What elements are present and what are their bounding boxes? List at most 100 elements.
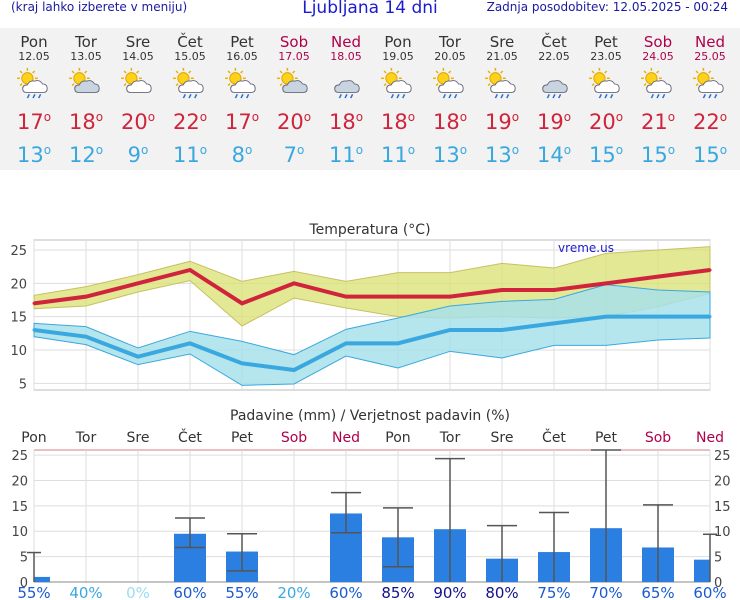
precipitation-probability: 70% xyxy=(589,584,622,600)
max-temp: 20o xyxy=(276,110,312,134)
day-name: Čet xyxy=(541,33,567,51)
precipitation-bar xyxy=(34,576,50,582)
temperature-point xyxy=(500,328,504,332)
precipitation-probability: 60% xyxy=(329,584,362,600)
day-column: Tor 13.05 18o 12o xyxy=(60,28,112,168)
max-temp: 22o xyxy=(692,110,728,134)
day-column: Pon 12.05 17o 13o xyxy=(8,28,60,168)
max-temp: 18o xyxy=(432,110,468,134)
temperature-tick-label: 15 xyxy=(10,311,27,326)
temperature-point xyxy=(448,328,452,332)
day-name: Ned xyxy=(695,33,725,51)
sun-cloud-rain-icon xyxy=(17,67,48,99)
day-column: Sre 21.05 19o 13o xyxy=(476,28,528,168)
temperature-point xyxy=(84,335,88,339)
day-date: 12.05 xyxy=(18,50,50,63)
max-temp: 18o xyxy=(380,110,416,134)
precipitation-day-label: Sre xyxy=(491,430,514,446)
day-date: 21.05 xyxy=(486,50,518,63)
day-date: 20.05 xyxy=(434,50,466,63)
temperature-chart-title: Temperatura (°C) xyxy=(308,222,430,238)
day-date: 23.05 xyxy=(590,50,622,63)
precipitation-probability: 55% xyxy=(17,584,50,600)
max-temp: 19o xyxy=(484,110,520,134)
max-temp: 22o xyxy=(172,110,208,134)
temperature-tick-label: 5 xyxy=(19,377,27,392)
temperature-point xyxy=(188,268,192,272)
sun-cloud-rain-icon xyxy=(485,67,516,99)
temperature-tick-label: 25 xyxy=(10,244,27,259)
precipitation-probability: 0% xyxy=(126,584,150,600)
min-temp: 11o xyxy=(380,143,416,167)
day-name: Pet xyxy=(594,33,618,51)
temperature-point xyxy=(188,341,192,345)
day-name: Čet xyxy=(177,33,203,51)
precipitation-day-label: Sre xyxy=(127,430,150,446)
precipitation-probability: 55% xyxy=(225,584,258,600)
max-temp: 21o xyxy=(640,110,676,134)
temperature-point xyxy=(136,355,140,359)
precipitation-probability: 85% xyxy=(381,584,414,600)
temperature-point xyxy=(84,295,88,299)
precipitation-day-label: Tor xyxy=(439,430,461,446)
temperature-point xyxy=(552,288,556,292)
precipitation-tick-label-left: 20 xyxy=(11,474,28,489)
partly-cloudy-icon xyxy=(69,67,100,93)
temperature-point xyxy=(344,341,348,345)
sun-cloud-rain-icon xyxy=(641,67,672,99)
location-hint[interactable]: (kraj lahko izberete v meniju) xyxy=(11,0,188,14)
temperature-point xyxy=(240,361,244,365)
max-temp: 19o xyxy=(536,110,572,134)
max-temp: 20o xyxy=(120,110,156,134)
precipitation-tick-label-right: 20 xyxy=(714,474,731,489)
max-temp-line xyxy=(33,267,711,306)
day-name: Ned xyxy=(331,33,361,51)
sun-cloud-rain-icon xyxy=(173,67,204,99)
day-name: Sob xyxy=(279,33,309,51)
day-date: 18.05 xyxy=(330,50,362,63)
max-temp: 18o xyxy=(328,110,364,134)
min-temp: 11o xyxy=(172,143,208,167)
precipitation-day-label: Čet xyxy=(178,428,202,446)
partly-cloudy-icon xyxy=(277,67,308,93)
min-temp-band xyxy=(33,284,711,386)
precipitation-probability: 65% xyxy=(641,584,674,600)
day-column: Sob 24.05 21o 15o xyxy=(632,28,684,168)
day-date: 25.05 xyxy=(694,50,726,63)
sun-cloud-rain-icon xyxy=(381,67,412,99)
precipitation-tick-label-left: 0 xyxy=(20,576,28,591)
precipitation-day-label: Pon xyxy=(385,430,410,446)
temperature-tick-label: 10 xyxy=(10,344,27,359)
sun-cloud-icon xyxy=(121,67,152,93)
day-date: 22.05 xyxy=(538,50,570,63)
max-temp: 20o xyxy=(588,110,624,134)
cloud-rain-icon xyxy=(542,80,568,99)
temperature-point xyxy=(708,268,712,272)
temperature-point xyxy=(292,281,296,285)
day-column: Čet 22.05 19o 14o xyxy=(528,28,580,168)
min-temp: 13o xyxy=(432,143,468,167)
precipitation-tick-label-right: 0 xyxy=(714,576,722,591)
precipitation-day-label: Tor xyxy=(75,430,97,446)
precipitation-tick-label-right: 5 xyxy=(714,551,722,566)
day-date: 15.05 xyxy=(174,50,206,63)
precipitation-probability: 60% xyxy=(693,584,726,600)
temperature-point xyxy=(604,281,608,285)
precipitation-bar xyxy=(694,559,710,582)
max-temp: 17o xyxy=(224,110,260,134)
last-update: Zadnja posodobitev: 12.05.2025 - 00:24 xyxy=(486,0,728,14)
watermark-label: vreme.us xyxy=(558,241,614,255)
day-date: 14.05 xyxy=(122,50,154,63)
precipitation-tick-label-right: 25 xyxy=(714,449,731,464)
precipitation-day-label: Čet xyxy=(542,428,566,446)
day-name: Pon xyxy=(384,33,412,51)
temperature-point xyxy=(604,315,608,319)
precipitation-tick-label-left: 5 xyxy=(20,551,28,566)
precipitation-probability: 40% xyxy=(69,584,102,600)
day-name: Sre xyxy=(125,33,151,51)
precipitation-probability: 90% xyxy=(433,584,466,600)
precipitation-probability: 80% xyxy=(485,584,518,600)
daily-forecast-strip: Pon 12.05 17o 13o Tor 13.05 18o 12o Sre 14.05 20o 9… xyxy=(0,28,740,170)
min-temp: 13o xyxy=(484,143,520,167)
